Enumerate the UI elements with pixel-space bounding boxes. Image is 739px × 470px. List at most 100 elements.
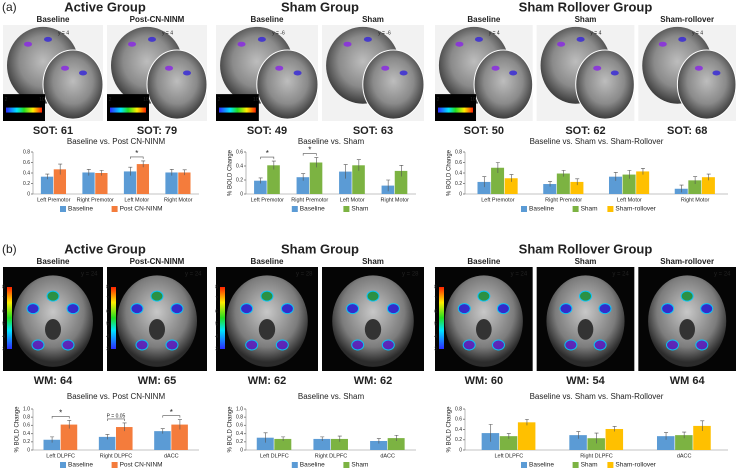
- bar: [693, 425, 711, 450]
- error-bar: [548, 181, 553, 187]
- significance-bracket: [260, 156, 275, 160]
- error-bar: [576, 431, 581, 439]
- legend-label: Baseline: [300, 462, 325, 469]
- x-tick-label: Left Premotor: [481, 197, 514, 203]
- y-tick-label: 0.6: [236, 423, 243, 429]
- task-score: SOT: 49: [247, 125, 287, 137]
- chart-title: Baseline vs. Sham vs. Sham-Rollover: [530, 137, 664, 146]
- slice-label: y = 24: [185, 272, 202, 278]
- y-tick-label: 0.4: [236, 431, 243, 437]
- slice-label: y = -6: [378, 30, 391, 36]
- activation-blob: [165, 65, 173, 71]
- activation-blob: [386, 303, 400, 315]
- legend-label: Sham: [581, 206, 598, 213]
- bar: [622, 174, 636, 194]
- bar: [82, 172, 95, 194]
- y-axis-label: % BOLD Change: [228, 149, 234, 196]
- x-tick-label: dACC: [677, 453, 692, 459]
- x-tick-label: Left DLPFC: [494, 453, 523, 459]
- y-tick-label: 0: [459, 191, 462, 197]
- legend-label: Baseline: [529, 206, 554, 213]
- legend-swatch: [572, 206, 579, 212]
- error-bar: [482, 176, 487, 188]
- image-caption: Post-CN-NINM: [130, 257, 185, 266]
- bar: [178, 172, 191, 194]
- annotation: *: [135, 149, 138, 158]
- brain-ventricle: [577, 319, 594, 340]
- colorbar-label: 3: [434, 346, 437, 352]
- slice-label: y = 24: [511, 272, 528, 278]
- legend-swatch: [291, 462, 298, 468]
- chart-title: Baseline vs. Sham: [298, 392, 365, 401]
- bar: [499, 436, 518, 450]
- y-axis-label: % BOLD Change: [447, 406, 453, 453]
- activation-blob: [509, 70, 518, 76]
- x-tick-label: Left DLPFC: [46, 453, 75, 459]
- colorbar-label: 5: [106, 322, 109, 328]
- colorbar-label: 6: [2, 309, 5, 315]
- colorbar-label: 7: [434, 297, 437, 303]
- activation-blob: [694, 65, 703, 71]
- group-title: Active Group: [64, 241, 146, 256]
- image-caption: Baseline: [37, 15, 70, 24]
- task-score: SOT: 62: [565, 125, 605, 137]
- bar: [296, 177, 310, 194]
- activation-blob: [66, 303, 80, 315]
- brain-ventricle: [476, 319, 492, 340]
- colorbar-label: 10: [470, 97, 476, 103]
- error-bar: [386, 179, 391, 192]
- activation-blob: [293, 70, 302, 76]
- activation-blob: [695, 339, 709, 351]
- bar: [477, 181, 491, 194]
- y-tick-label: 0.6: [455, 417, 462, 423]
- y-tick-label: 0.6: [23, 160, 30, 166]
- group-title: Sham Group: [281, 0, 359, 14]
- x-tick-label: Right Premotor: [545, 197, 582, 203]
- activation-blob: [381, 339, 395, 351]
- bar: [504, 178, 518, 194]
- activation-blob: [366, 290, 380, 302]
- activation-blob: [457, 303, 471, 315]
- activation-blob: [712, 70, 721, 76]
- bar: [688, 180, 702, 194]
- task-score: SOT: 68: [667, 125, 707, 137]
- task-score: WM: 62: [354, 375, 393, 387]
- activation-blob: [150, 290, 164, 302]
- error-bar: [182, 169, 187, 176]
- brain-slice-front: [362, 49, 425, 120]
- task-score: WM 64: [670, 375, 706, 387]
- activation-blob: [593, 65, 602, 71]
- activation-blob: [680, 290, 694, 302]
- task-score: WM: 62: [248, 375, 287, 387]
- activation-blob: [491, 339, 505, 351]
- bar: [53, 169, 67, 194]
- activation-blob: [399, 70, 408, 76]
- y-tick-label: 0.2: [23, 181, 30, 187]
- bar: [387, 438, 405, 450]
- brain-slice-front: [575, 49, 635, 120]
- task-score: SOT: 50: [464, 125, 504, 137]
- legend-swatch: [343, 462, 350, 468]
- activation-blob: [559, 303, 573, 315]
- error-bar: [682, 431, 687, 439]
- error-bar: [160, 428, 165, 434]
- task-score: WM: 65: [138, 375, 177, 387]
- colorbar: [439, 287, 444, 349]
- activation-blob: [46, 290, 60, 302]
- error-bar: [664, 432, 669, 440]
- colorbar-label: 8: [2, 284, 5, 290]
- error-bar: [394, 434, 399, 441]
- image-caption: Sham: [362, 257, 384, 266]
- error-bar: [99, 170, 104, 176]
- error-bar: [706, 173, 711, 181]
- error-bar: [141, 160, 146, 168]
- activation-blob: [678, 36, 687, 42]
- activation-blob: [130, 303, 144, 315]
- brain-ventricle: [258, 319, 276, 340]
- activation-blob: [24, 41, 32, 47]
- legend-swatch: [607, 462, 614, 468]
- legend-label: Post CN-NINM: [120, 462, 163, 469]
- activation-blob: [496, 303, 510, 315]
- x-tick-label: Right Motor: [681, 197, 710, 203]
- bar: [136, 164, 150, 194]
